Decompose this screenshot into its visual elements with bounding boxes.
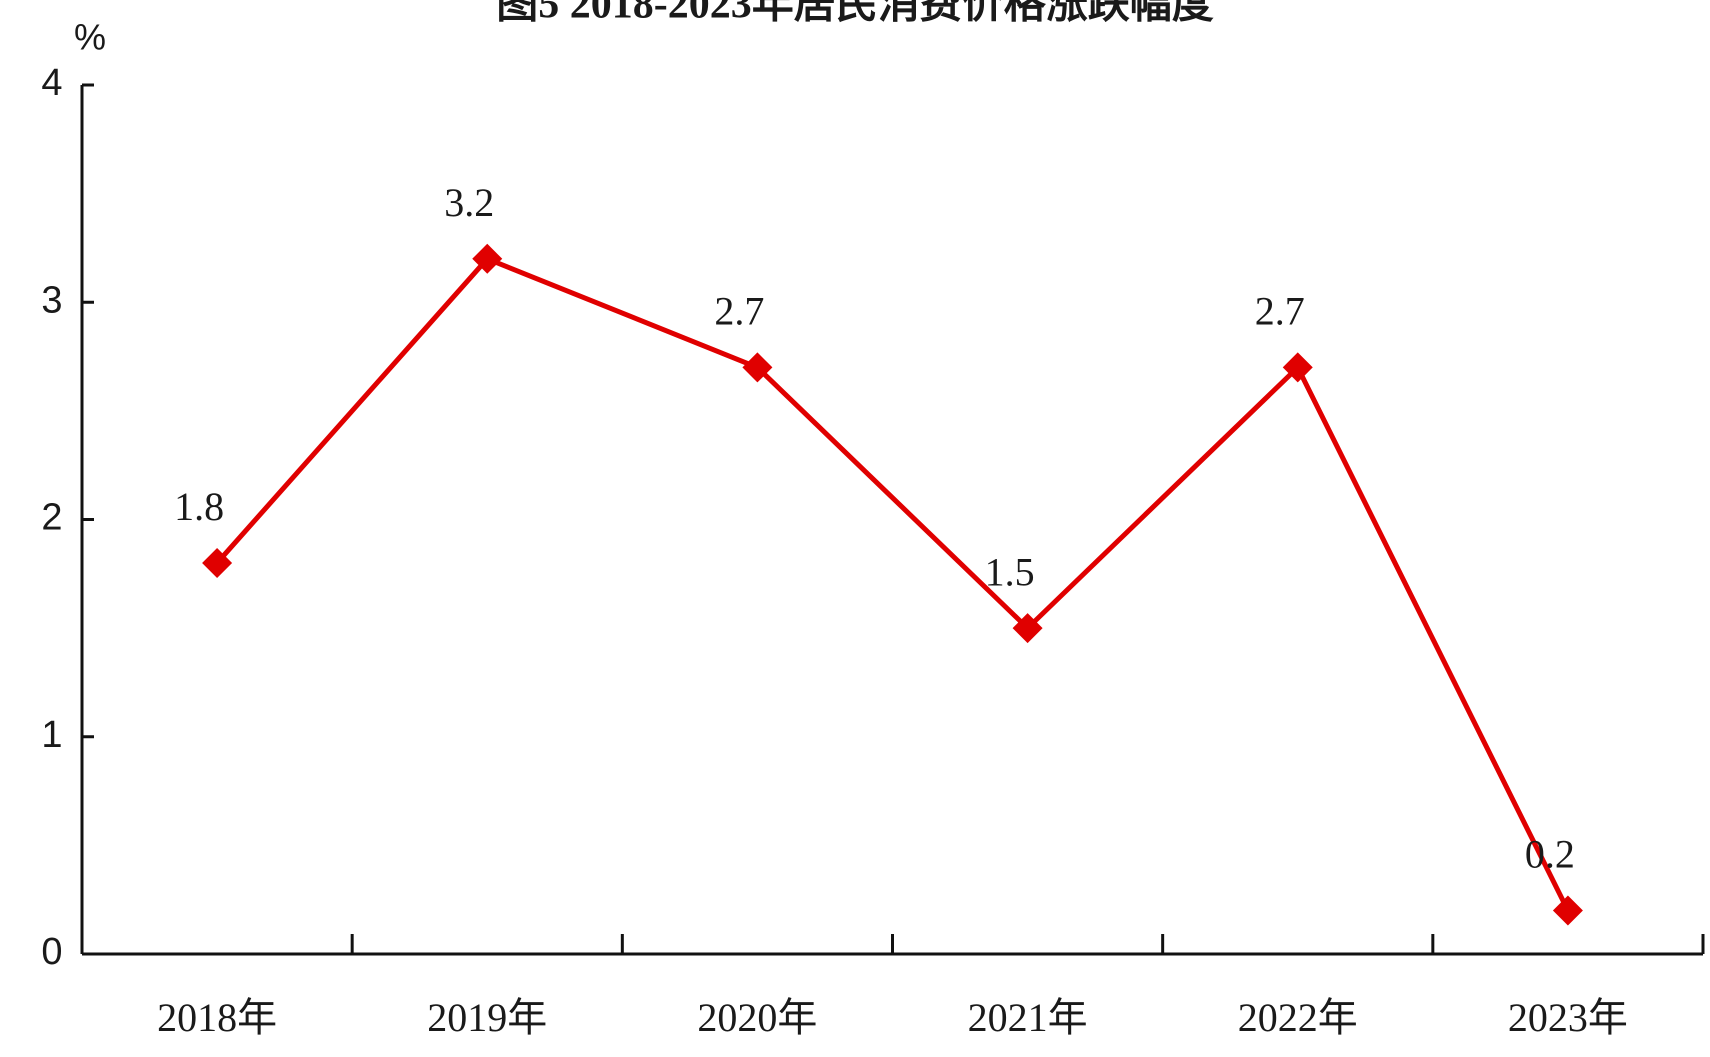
data-marker [1012,613,1043,644]
data-label: 1.5 [985,549,1035,594]
x-tick-label: 2019年 [427,995,547,1040]
data-label: 2.7 [1255,289,1305,334]
y-tick-label: 4 [41,62,62,104]
data-marker [472,243,503,274]
data-label: 3.2 [444,180,494,225]
y-tick-label: 2 [41,497,62,539]
x-tick-label: 2022年 [1238,995,1358,1040]
data-marker [1282,352,1313,383]
x-tick-label: 2020年 [697,995,817,1040]
data-label: 2.7 [714,289,764,334]
data-marker [1552,895,1583,926]
y-tick-label: 3 [41,279,62,321]
x-tick-label: 2021年 [968,995,1088,1040]
data-line [215,256,1571,912]
data-marker [742,352,773,383]
data-marker [202,547,233,578]
x-tick-label: 2023年 [1508,995,1628,1040]
data-label: 0.2 [1525,832,1575,877]
y-tick-label: 0 [41,931,62,973]
data-label: 1.8 [174,484,224,529]
y-tick-label: 1 [41,714,62,756]
y-axis-label: % [74,17,106,58]
chart-title: 图5 2018-2023年居民消费价格涨跌幅度 [496,0,1214,28]
x-tick-label: 2018年 [157,995,277,1040]
